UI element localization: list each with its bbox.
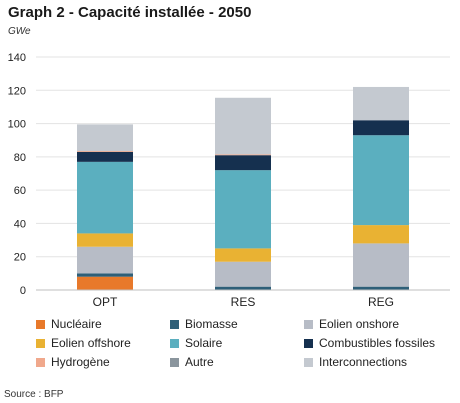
legend-swatch — [170, 338, 179, 348]
legend-label: Eolien onshore — [319, 317, 400, 331]
legend-swatch — [170, 319, 179, 329]
bar-segment-res-1 — [215, 286, 271, 290]
legend-item: Nucléaire — [36, 317, 102, 331]
legend-item: Autre — [170, 355, 214, 369]
bar-segment-res-5 — [215, 155, 271, 171]
legend-swatch — [304, 319, 313, 329]
bar-segment-opt-2 — [77, 246, 133, 274]
bar-segment-res-3 — [215, 248, 271, 262]
legend-item: Hydrogène — [36, 355, 110, 369]
legend-label: Combustibles fossiles — [319, 336, 436, 350]
legend-item: Eolien offshore — [36, 336, 131, 350]
bar-segment-opt-4 — [77, 161, 133, 234]
x-axis-categories: OPT RES REG — [93, 295, 394, 309]
bar-segment-res-2 — [215, 261, 271, 287]
bar-segment-reg-3 — [353, 225, 409, 244]
y-tick-label: 100 — [8, 119, 26, 131]
y-tick-label: 80 — [14, 152, 26, 164]
legend-label: Solaire — [185, 336, 223, 350]
legend-swatch — [304, 357, 313, 367]
x-category-label: OPT — [93, 295, 118, 309]
bar-segment-opt-5 — [77, 151, 133, 162]
bar-segment-res-6 — [215, 154, 271, 156]
legend-label: Hydrogène — [51, 355, 110, 369]
legend-item: Eolien onshore — [304, 317, 399, 331]
x-category-label: RES — [231, 295, 256, 309]
legend-item: Solaire — [170, 336, 222, 350]
bar-segment-res-8 — [215, 97, 271, 155]
bar-segment-reg-5 — [353, 120, 409, 136]
legend-label: Interconnections — [319, 355, 408, 369]
source-note: Source : BFP — [4, 389, 64, 400]
unit-label: GWe — [8, 26, 31, 37]
stacked-bar-chart: 0 20 40 60 80 100 120 140 OPT RES REG — [8, 52, 450, 309]
bar-segment-opt-1 — [77, 273, 133, 277]
y-tick-label: 40 — [14, 218, 26, 230]
bar-segment-opt-0 — [77, 276, 133, 290]
legend-item: Combustibles fossiles — [304, 336, 435, 350]
bar-segment-opt-8 — [77, 124, 133, 152]
legend-swatch — [36, 357, 45, 367]
legend-item: Interconnections — [304, 355, 407, 369]
legend-item: Biomasse — [170, 317, 238, 331]
x-category-label: REG — [368, 295, 394, 309]
legend-label: Eolien offshore — [51, 336, 131, 350]
legend-swatch — [170, 357, 179, 367]
legend-swatch — [304, 338, 313, 348]
y-axis-ticks: 0 20 40 60 80 100 120 140 — [8, 52, 26, 297]
legend-swatch — [36, 338, 45, 348]
bar-segment-opt-6 — [77, 151, 133, 152]
bars — [77, 86, 409, 290]
y-tick-label: 60 — [14, 185, 26, 197]
bar-segment-reg-2 — [353, 243, 409, 287]
legend-label: Nucléaire — [51, 317, 102, 331]
bar-segment-reg-1 — [353, 286, 409, 290]
bar-segment-opt-3 — [77, 233, 133, 247]
y-tick-label: 0 — [20, 285, 26, 297]
y-tick-label: 20 — [14, 252, 26, 264]
legend-label: Autre — [185, 355, 214, 369]
y-tick-label: 120 — [8, 85, 26, 97]
legend-swatch — [36, 319, 45, 329]
legend-label: Biomasse — [185, 317, 238, 331]
bar-segment-reg-8 — [353, 86, 409, 121]
bar-segment-reg-4 — [353, 135, 409, 226]
y-tick-label: 140 — [8, 52, 26, 64]
chart-title: Graph 2 - Capacité installée - 2050 — [8, 4, 252, 21]
bar-segment-res-4 — [215, 170, 271, 249]
